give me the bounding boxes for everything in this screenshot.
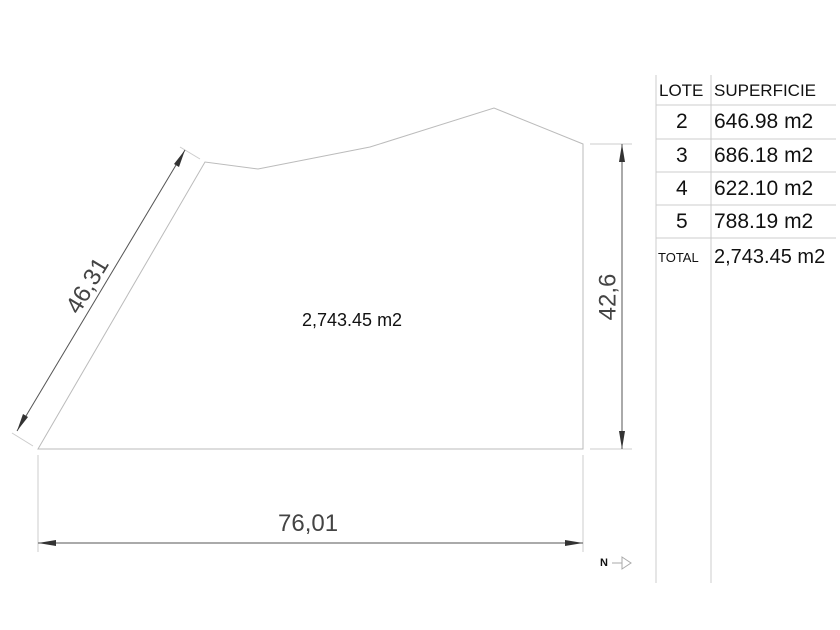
dimension-line-left xyxy=(16,149,186,432)
dimension-bottom-label: 76,01 xyxy=(278,510,339,537)
table-row-lote: 3 xyxy=(676,144,688,167)
table-row-superficie: 788.19 m2 xyxy=(714,210,814,233)
total-value: 2,743.45 m2 xyxy=(714,246,826,268)
dimension-right-label: 42,6 xyxy=(594,273,622,321)
north-arrow-icon xyxy=(612,556,632,570)
header-lote: LOTE xyxy=(659,81,704,100)
lot-boundary xyxy=(37,107,584,450)
table-row-superficie: 622.10 m2 xyxy=(714,177,814,200)
area-label: 2,743.45 m2 xyxy=(302,310,403,330)
north-label: N xyxy=(600,557,608,569)
table-row-superficie: 686.18 m2 xyxy=(714,144,814,167)
dimension-arrows xyxy=(17,144,625,546)
header-superficie: SUPERFICIE xyxy=(714,81,817,100)
table-row-lote: 2 xyxy=(676,110,688,133)
table-grid xyxy=(655,75,836,583)
table-row-lote: 4 xyxy=(676,177,688,200)
total-label: TOTAL xyxy=(658,250,699,265)
table-row-lote: 5 xyxy=(676,210,688,233)
table-row-superficie: 646.98 m2 xyxy=(714,110,814,133)
extension-lines xyxy=(11,143,632,552)
